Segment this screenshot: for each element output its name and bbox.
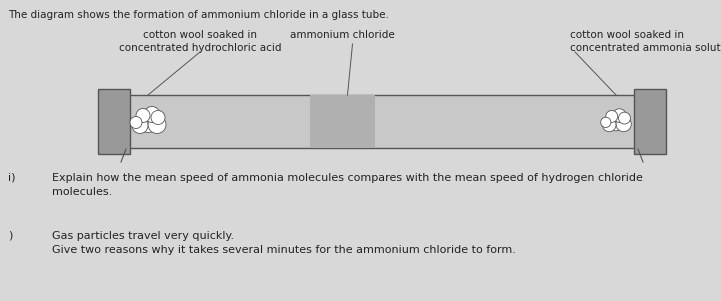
Text: Gas particles travel very quickly.
Give two reasons why it takes several minutes: Gas particles travel very quickly. Give … [52, 231, 516, 255]
Text: cotton wool soaked in
concentrated hydrochloric acid: cotton wool soaked in concentrated hydro… [119, 30, 281, 53]
Circle shape [603, 118, 616, 132]
Text: ammonium chloride: ammonium chloride [290, 30, 395, 40]
Circle shape [613, 109, 627, 122]
Circle shape [606, 112, 625, 131]
Circle shape [137, 110, 159, 132]
Circle shape [136, 108, 150, 123]
Bar [98, 89, 130, 154]
Text: ): ) [8, 231, 12, 241]
Circle shape [619, 112, 630, 124]
Circle shape [144, 107, 160, 123]
Circle shape [606, 110, 618, 122]
Text: Explain how the mean speed of ammonia molecules compares with the mean speed of : Explain how the mean speed of ammonia mo… [52, 173, 643, 197]
Circle shape [148, 116, 166, 134]
Bar [634, 89, 666, 154]
Bar [310, 95, 375, 148]
Circle shape [616, 116, 632, 132]
Circle shape [151, 110, 165, 125]
Bar [126, 95, 638, 148]
Text: i): i) [8, 173, 15, 183]
Circle shape [130, 116, 142, 129]
Circle shape [132, 117, 148, 134]
Text: cotton wool soaked in
concentrated ammonia solution: cotton wool soaked in concentrated ammon… [570, 30, 721, 53]
Circle shape [601, 117, 611, 127]
Text: The diagram shows the formation of ammonium chloride in a glass tube.: The diagram shows the formation of ammon… [8, 10, 389, 20]
